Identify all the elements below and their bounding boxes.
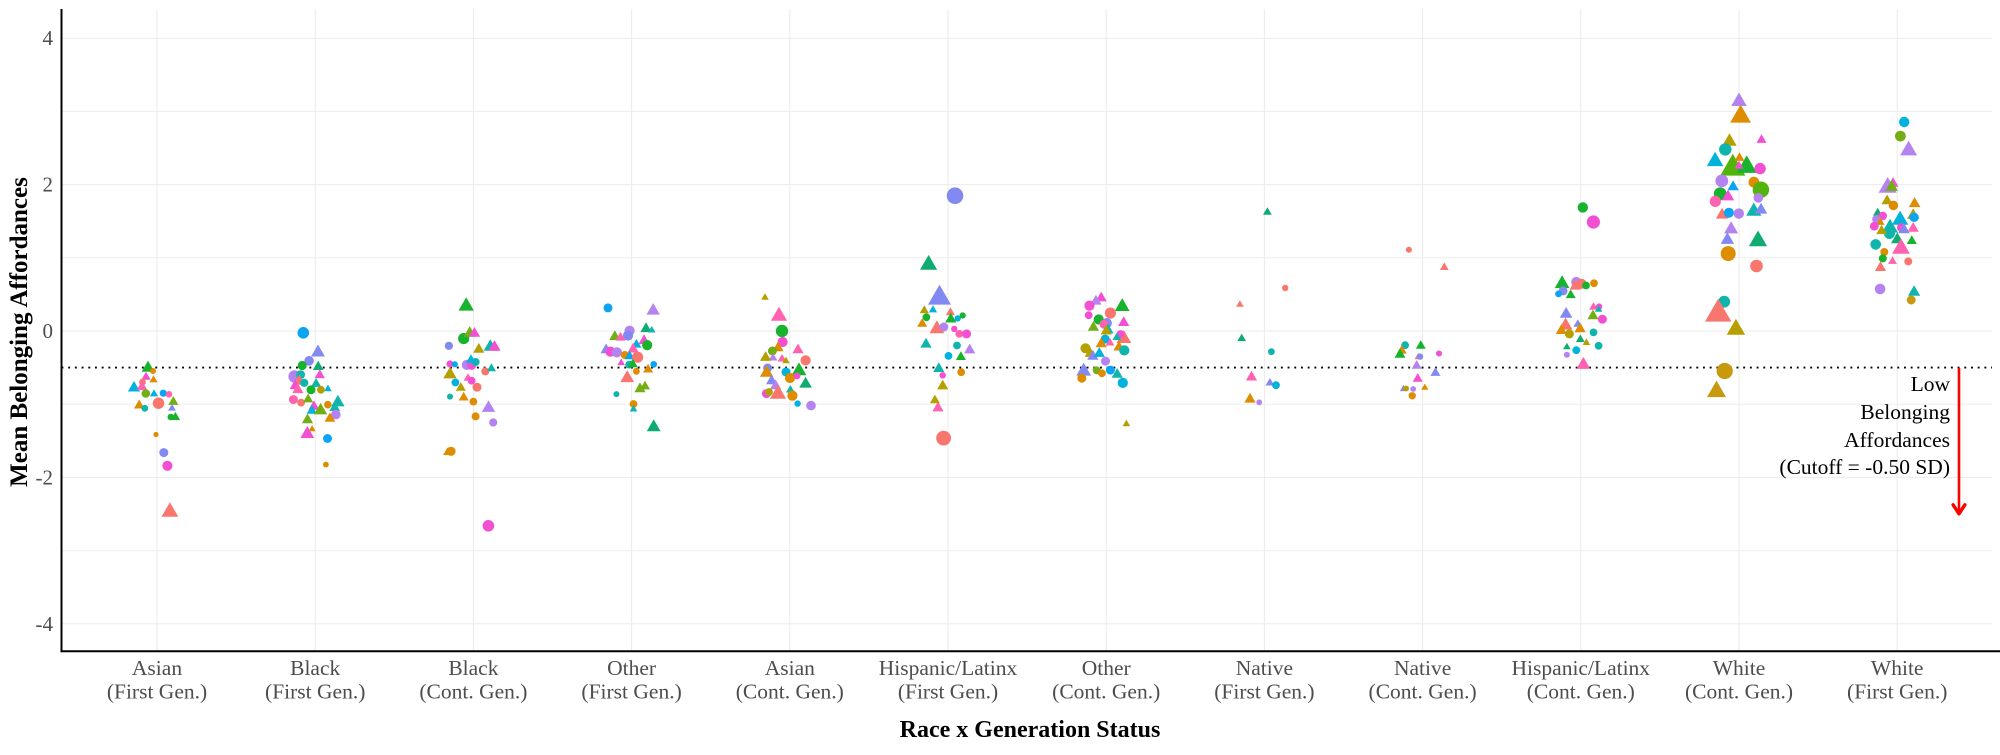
svg-text:4: 4 bbox=[43, 26, 54, 50]
svg-text:Native: Native bbox=[1236, 656, 1293, 680]
svg-text:(First Gen.): (First Gen.) bbox=[1214, 680, 1314, 704]
svg-text:-4: -4 bbox=[36, 612, 54, 636]
svg-text:(Cutoff = -0.50 SD): (Cutoff = -0.50 SD) bbox=[1779, 455, 1950, 479]
svg-text:Other: Other bbox=[607, 656, 656, 680]
svg-text:Belonging: Belonging bbox=[1860, 400, 1950, 424]
svg-text:Native: Native bbox=[1394, 656, 1451, 680]
svg-text:Race x Generation Status: Race x Generation Status bbox=[900, 717, 1161, 743]
svg-text:(Cont. Gen.): (Cont. Gen.) bbox=[1685, 680, 1793, 704]
svg-text:White: White bbox=[1871, 656, 1924, 680]
svg-text:(First Gen.): (First Gen.) bbox=[898, 680, 998, 704]
svg-text:(Cont. Gen.): (Cont. Gen.) bbox=[1052, 680, 1160, 704]
svg-text:-2: -2 bbox=[36, 465, 54, 489]
svg-text:(First Gen.): (First Gen.) bbox=[1847, 680, 1947, 704]
svg-text:(Cont. Gen.): (Cont. Gen.) bbox=[736, 680, 844, 704]
svg-text:(Cont. Gen.): (Cont. Gen.) bbox=[1527, 680, 1635, 704]
svg-text:Asian: Asian bbox=[132, 656, 182, 680]
svg-text:White: White bbox=[1713, 656, 1766, 680]
svg-text:(First Gen.): (First Gen.) bbox=[265, 680, 365, 704]
svg-text:(First Gen.): (First Gen.) bbox=[107, 680, 207, 704]
svg-text:0: 0 bbox=[43, 319, 54, 343]
svg-text:Black: Black bbox=[290, 656, 340, 680]
svg-text:Low: Low bbox=[1911, 372, 1951, 396]
svg-text:(First Gen.): (First Gen.) bbox=[581, 680, 681, 704]
svg-text:Affordances: Affordances bbox=[1844, 428, 1950, 452]
svg-text:Asian: Asian bbox=[765, 656, 815, 680]
svg-text:(Cont. Gen.): (Cont. Gen.) bbox=[419, 680, 527, 704]
svg-text:Hispanic/Latinx: Hispanic/Latinx bbox=[1512, 656, 1651, 680]
svg-text:Hispanic/Latinx: Hispanic/Latinx bbox=[879, 656, 1018, 680]
svg-text:Black: Black bbox=[448, 656, 498, 680]
svg-text:Other: Other bbox=[1082, 656, 1131, 680]
svg-text:(Cont. Gen.): (Cont. Gen.) bbox=[1369, 680, 1477, 704]
svg-text:2: 2 bbox=[43, 173, 54, 197]
svg-text:Mean Belonging Affordances: Mean Belonging Affordances bbox=[6, 177, 33, 487]
